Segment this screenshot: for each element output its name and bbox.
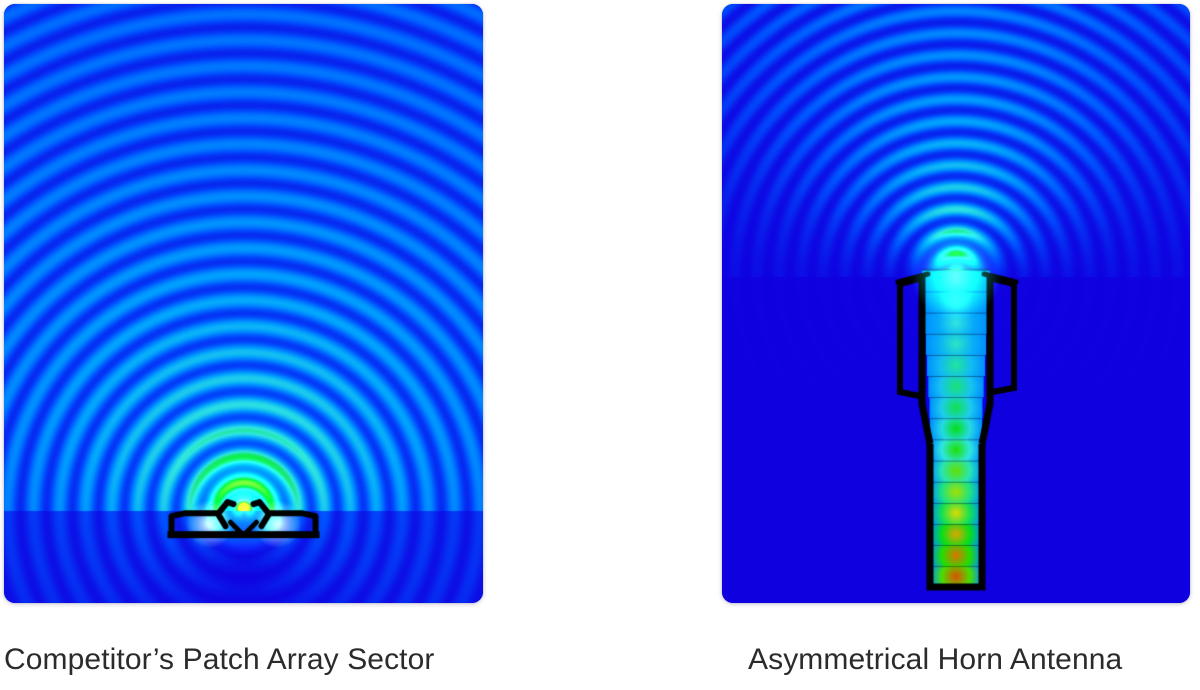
- panel-horn-antenna[interactable]: [722, 4, 1190, 603]
- field-plot-patch-array: [4, 4, 483, 603]
- field-plot-horn-antenna: [722, 4, 1190, 603]
- caption-patch-array: Competitor’s Patch Array Sector: [4, 643, 435, 676]
- field-canvas-patch-array: [4, 4, 483, 603]
- caption-horn-antenna: Asymmetrical Horn Antenna: [748, 643, 1123, 676]
- field-canvas-horn-antenna: [722, 4, 1190, 603]
- panel-patch-array[interactable]: [4, 4, 483, 603]
